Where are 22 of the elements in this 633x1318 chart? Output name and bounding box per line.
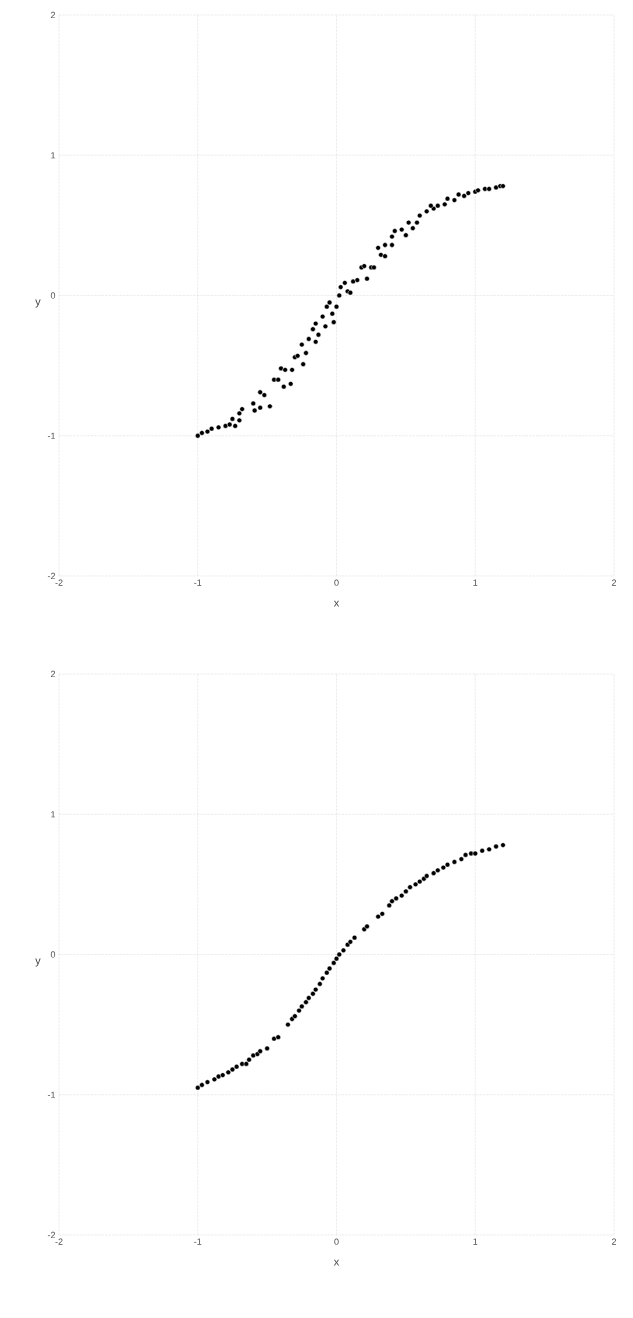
y-tick-label: -1 xyxy=(47,1091,56,1098)
x-tick-label: 0 xyxy=(334,579,339,586)
x-tick-label: -1 xyxy=(194,1238,202,1245)
y-tick-label: -1 xyxy=(47,432,56,439)
x-tick-label: 1 xyxy=(473,579,478,586)
y-tick-label: 2 xyxy=(50,11,56,19)
y-tick-label: -2 xyxy=(47,572,56,580)
y-tick-label: 0 xyxy=(50,951,56,958)
y-axis-title: y xyxy=(35,958,41,967)
x-tick-label: 2 xyxy=(611,1238,617,1245)
y-tick-label: 1 xyxy=(51,811,56,818)
y-tick-label: 2 xyxy=(50,670,56,678)
x-tick-label: -1 xyxy=(194,579,202,586)
x-tick-label: 1 xyxy=(473,1238,478,1245)
y-tick-label: -2 xyxy=(47,1231,56,1239)
x-tick-label: 2 xyxy=(611,579,617,586)
y-tick-label: 1 xyxy=(51,152,56,159)
y-axis-title: y xyxy=(35,299,41,308)
y-tick-label: 0 xyxy=(50,292,56,299)
x-axis-title: x xyxy=(333,1259,340,1266)
x-tick-label: 0 xyxy=(334,1238,339,1245)
x-axis-title: x xyxy=(333,600,340,607)
